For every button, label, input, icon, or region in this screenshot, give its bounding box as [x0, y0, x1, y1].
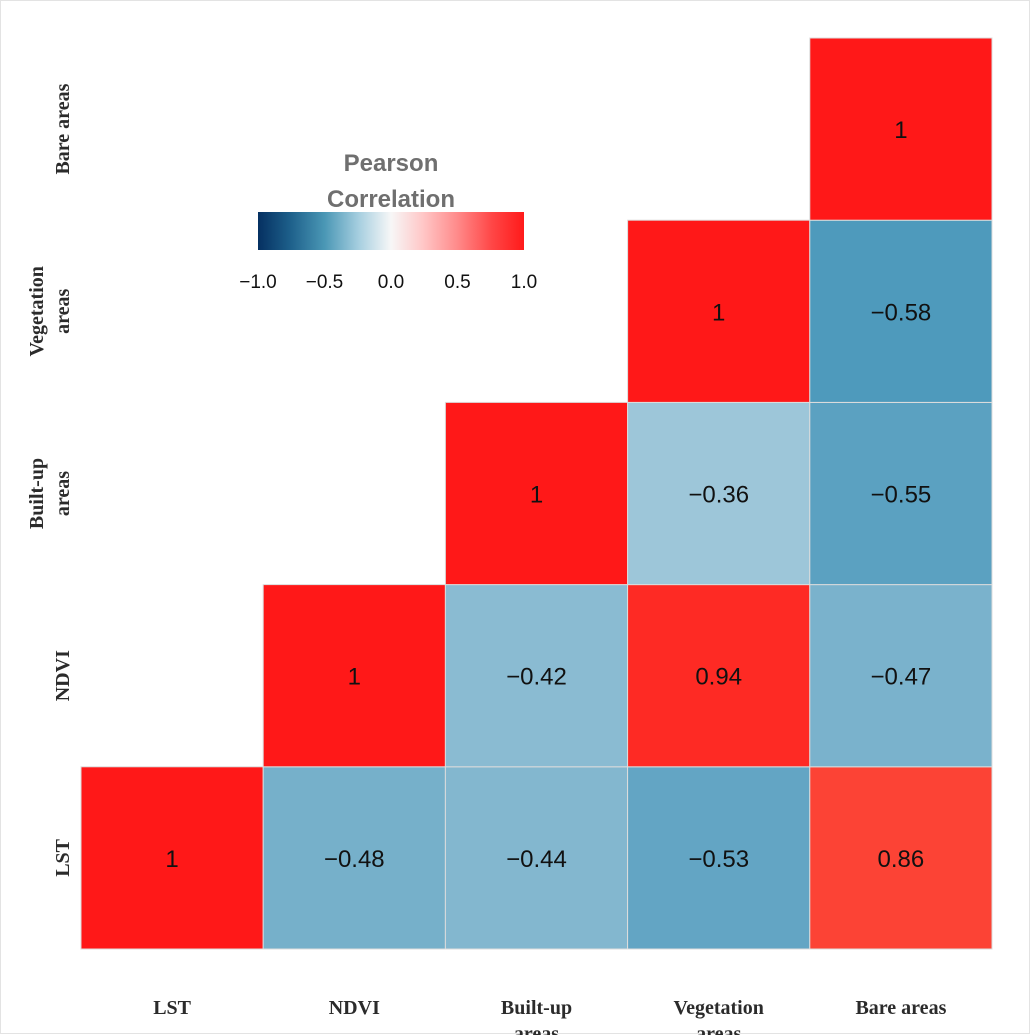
cell-value-label: −0.48	[324, 846, 385, 873]
x-tick-label: NDVI	[329, 997, 380, 1019]
heatmap-cell-built-up-areas-ndvi	[444, 584, 629, 768]
cell-value-label: 1	[712, 299, 725, 326]
cell-value-label: 1	[894, 117, 907, 144]
heatmap-cell-lst-lst	[80, 766, 264, 950]
y-tick-label: Bare areas	[52, 83, 74, 174]
cell-value-label: 0.86	[878, 846, 925, 873]
legend-tick-label: −1.0	[239, 272, 277, 293]
heatmap-cell-vegetation-areas-lst	[627, 766, 811, 950]
legend-tick-label: −0.5	[306, 272, 344, 293]
y-tick-label: NDVI	[52, 650, 74, 701]
heatmap-cell-bare-areas-lst	[809, 766, 993, 950]
cell-value-label: 1	[530, 482, 543, 509]
cell-value-label: 0.94	[695, 664, 742, 691]
heatmap-cell-bare-areas-bare-areas	[809, 37, 993, 221]
heatmap-cell-vegetation-areas-built-up-areas	[627, 401, 811, 586]
cell-value-label: −0.58	[871, 299, 932, 326]
heatmap-cells	[80, 37, 993, 950]
cell-value-label: 1	[165, 846, 178, 873]
legend-title-line-2: Correlation	[327, 186, 455, 213]
y-axis-tick-labels: LST NDVI Built-up areas Vegetation areas Bare …	[26, 83, 74, 876]
x-axis-tick-labels: LST NDVI Built-up areas Vegetation areas Bare …	[153, 997, 946, 1035]
color-legend: Pearson Correlation −1.0 −0.5 0.0 0.5 1.0	[239, 150, 537, 293]
cell-value-label: −0.36	[688, 482, 749, 509]
legend-colorbar	[258, 212, 524, 250]
heatmap-cell-ndvi-ndvi	[262, 584, 446, 768]
heatmap-cell-built-up-areas-lst	[444, 766, 629, 950]
cell-value-label: −0.44	[506, 846, 567, 873]
heatmap-cell-built-up-areas-built-up-areas	[444, 401, 629, 586]
cell-value-label: 1	[348, 664, 361, 691]
heatmap-cell-vegetation-areas-ndvi	[627, 584, 811, 768]
heatmap-cell-bare-areas-built-up-areas	[809, 401, 993, 586]
x-tick-label: LST	[153, 997, 191, 1019]
y-tick-label: Built-up areas	[26, 458, 74, 529]
heatmap-cell-labels: 1 −0.48 1 −0.44 −0.42 1 −0.53 0.94 −0.36 1 0.86 −0.…	[165, 117, 931, 873]
cell-value-label: −0.47	[871, 664, 932, 691]
cell-value-label: −0.55	[871, 482, 932, 509]
y-tick-label: Vegetation areas	[26, 266, 74, 356]
legend-tick-label: 0.0	[378, 272, 404, 293]
heatmap-cell-vegetation-areas-vegetation-areas	[627, 219, 811, 403]
legend-tick-labels: −1.0 −0.5 0.0 0.5 1.0	[239, 272, 537, 293]
heatmap-cell-bare-areas-ndvi	[809, 584, 993, 768]
cell-value-label: −0.42	[506, 664, 567, 691]
legend-tick-label: 1.0	[511, 272, 537, 293]
legend-tick-label: 0.5	[444, 272, 470, 293]
heatmap-cell-ndvi-lst	[262, 766, 446, 950]
legend-title-line-1: Pearson	[344, 150, 439, 177]
x-tick-label: Built-up areas	[501, 997, 572, 1035]
y-tick-label: LST	[52, 838, 74, 876]
cell-value-label: −0.53	[688, 846, 749, 873]
x-tick-label: Bare areas	[855, 997, 946, 1019]
x-tick-label: Vegetation areas	[674, 997, 764, 1035]
